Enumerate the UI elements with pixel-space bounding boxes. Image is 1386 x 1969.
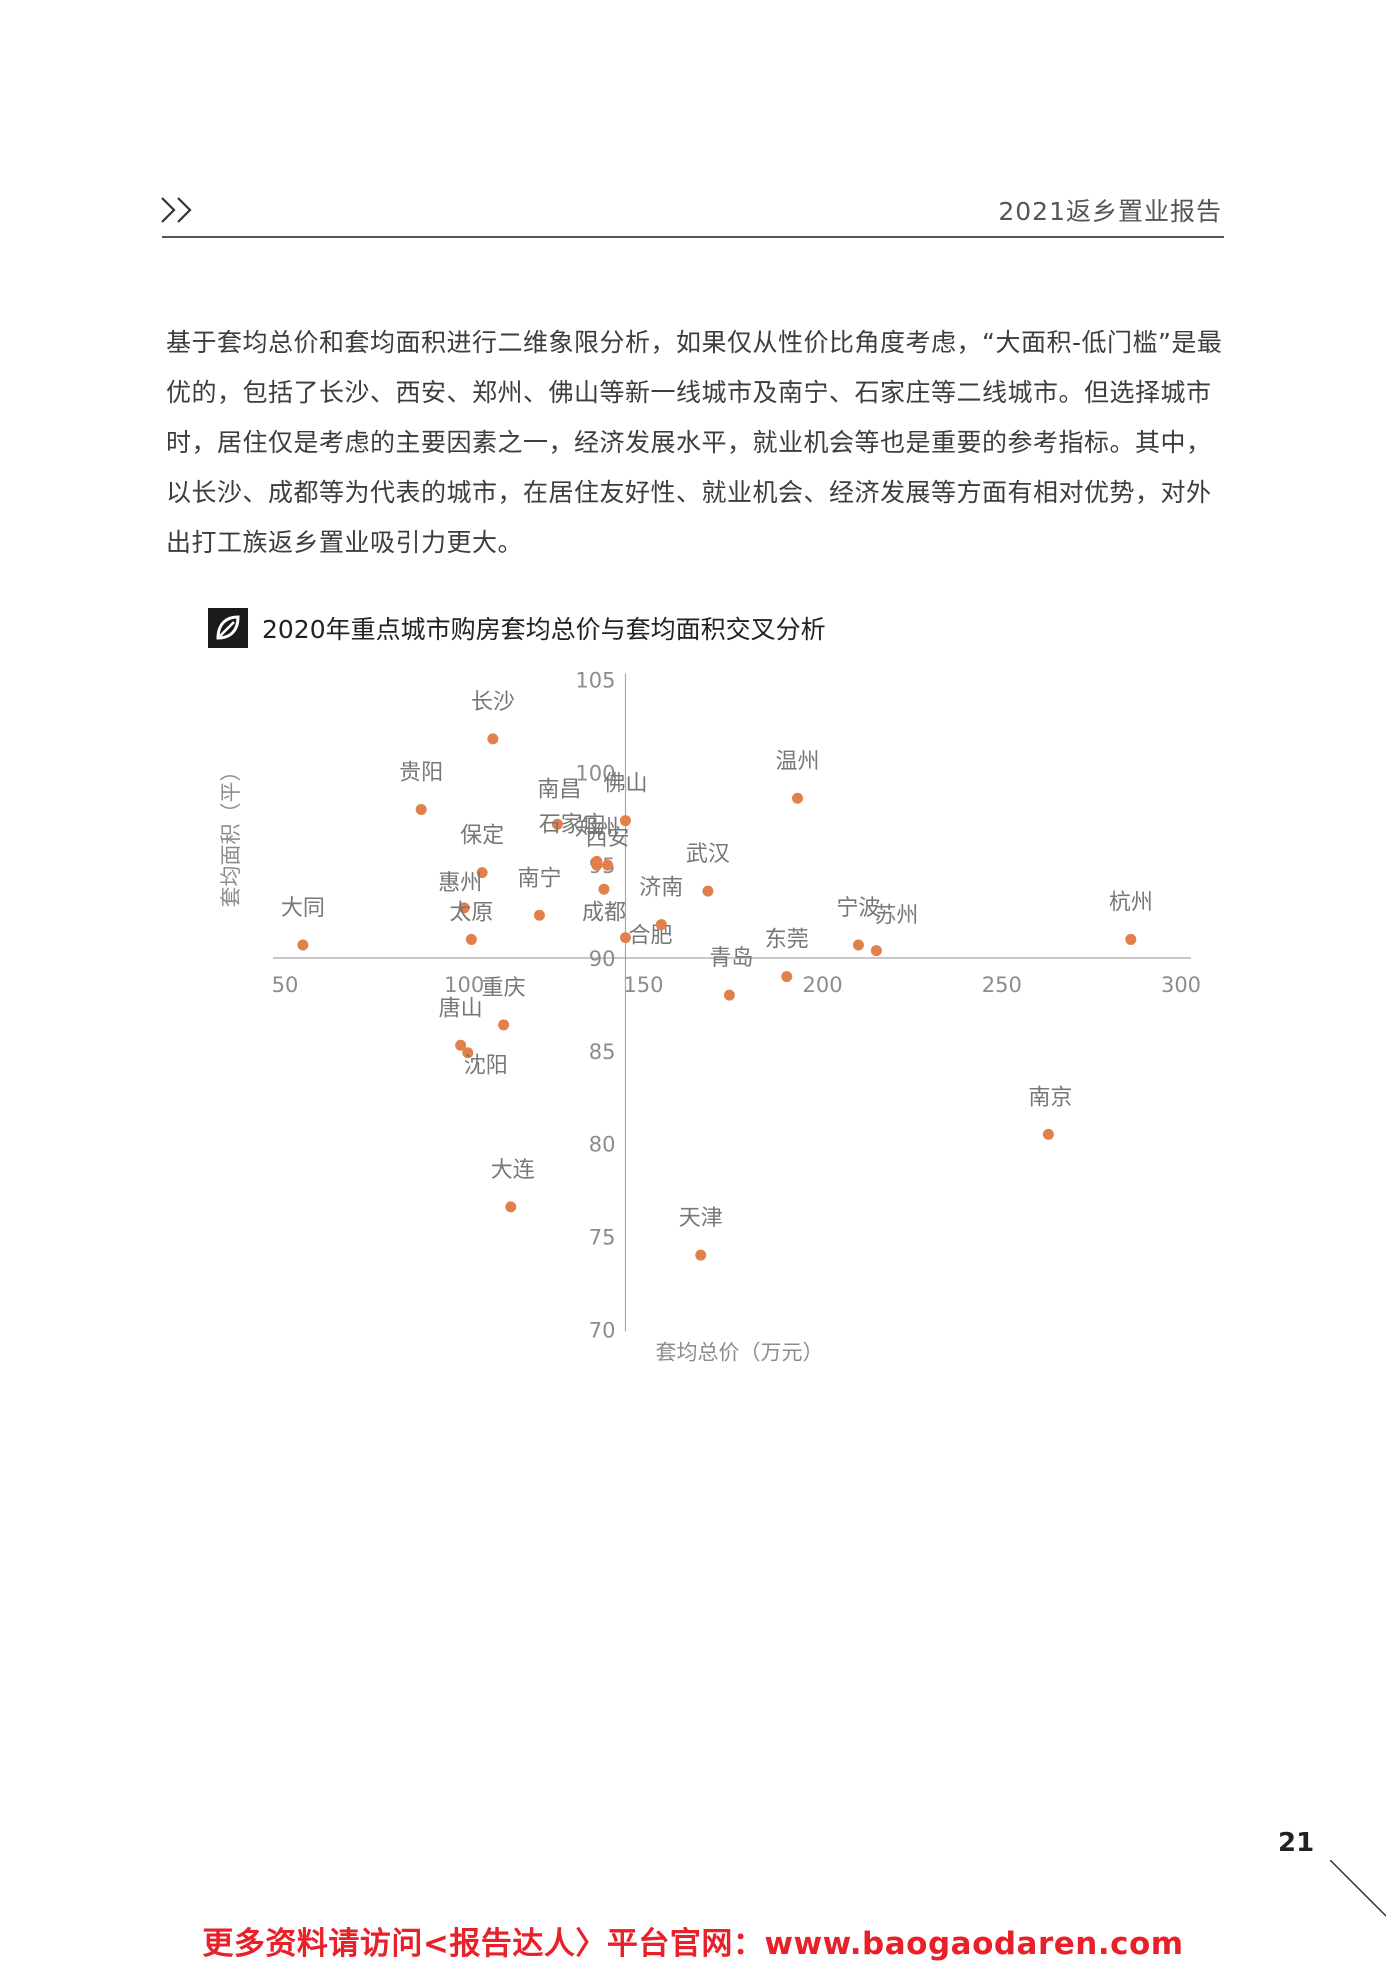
data-point	[297, 939, 309, 951]
data-label: 南昌	[537, 777, 581, 802]
data-point	[551, 818, 563, 830]
data-point	[723, 989, 735, 1001]
data-point	[476, 867, 488, 879]
data-label: 南京	[1028, 1085, 1072, 1110]
data-point	[619, 932, 631, 944]
y-tick-label: 90	[589, 947, 616, 971]
data-label: 太原	[449, 900, 493, 925]
chart-title: 2020年重点城市购房套均总价与套均面积交叉分析	[262, 615, 826, 644]
brand-logo-icon	[208, 608, 248, 648]
x-tick-label: 50	[272, 973, 299, 997]
data-point	[781, 971, 793, 983]
data-label: 大同	[281, 896, 325, 921]
data-label: 成都	[582, 900, 626, 925]
x-tick-label: 250	[982, 973, 1022, 997]
data-point	[487, 733, 499, 745]
x-tick-label: 150	[623, 973, 663, 997]
y-tick-label: 75	[589, 1226, 616, 1250]
data-point	[619, 815, 631, 827]
data-label: 唐山	[439, 996, 483, 1021]
data-label: 大连	[491, 1158, 535, 1183]
data-label: 长沙	[471, 690, 515, 715]
data-point	[533, 909, 545, 921]
x-axis-title: 套均总价（万元）	[655, 1340, 823, 1364]
y-tick-label: 100	[575, 761, 615, 785]
data-point	[415, 803, 427, 815]
data-label: 东莞	[765, 928, 809, 953]
data-point	[498, 1019, 510, 1031]
data-point	[591, 855, 603, 867]
data-point	[458, 902, 470, 914]
chart-heading: 2020年重点城市购房套均总价与套均面积交叉分析	[208, 608, 826, 648]
data-label: 沈阳	[464, 1054, 508, 1079]
data-label: 石家庄	[539, 812, 605, 837]
data-label: 武汉	[686, 842, 730, 867]
data-point	[598, 883, 610, 895]
y-axis-title: 套均面积（平）	[219, 761, 243, 908]
y-tick-label: 70	[589, 1318, 616, 1342]
data-label: 宁波	[836, 896, 880, 921]
data-point	[505, 1201, 517, 1213]
y-tick-label: 85	[589, 1040, 616, 1064]
y-tick-label: 80	[589, 1133, 616, 1157]
y-tick-label: 105	[575, 668, 615, 692]
corner-decoration	[1330, 1860, 1386, 1917]
data-point	[655, 919, 667, 931]
data-point	[702, 885, 714, 897]
data-point	[870, 945, 882, 957]
data-label: 郑州	[575, 816, 619, 841]
data-point	[1125, 933, 1137, 945]
data-label: 青岛	[709, 946, 753, 971]
footer-promo-link[interactable]: 更多资料请访问<报告达人〉平台官网：www.baogaodaren.com	[202, 1926, 1184, 1962]
data-label: 重庆	[482, 976, 526, 1001]
x-tick-label: 300	[1161, 973, 1201, 997]
data-label: 天津	[679, 1206, 723, 1231]
header-divider	[162, 236, 1224, 238]
data-point	[792, 792, 804, 804]
data-label: 西安	[586, 826, 630, 851]
report-title: 2021返乡置业报告	[998, 197, 1222, 226]
data-label: 杭州	[1109, 890, 1153, 915]
body-paragraph: 基于套均总价和套均面积进行二维象限分析，如果仅从性价比角度考虑，“大面积-低门槛…	[166, 328, 1223, 557]
data-label: 苏州	[874, 904, 918, 929]
data-label: 南宁	[517, 866, 561, 891]
data-point	[695, 1249, 707, 1261]
x-tick-label: 100	[444, 973, 484, 997]
data-point	[1042, 1128, 1054, 1140]
data-label: 贵阳	[399, 760, 443, 785]
data-label: 温州	[776, 749, 820, 774]
data-label: 惠州	[438, 871, 482, 896]
data-point	[852, 939, 864, 951]
data-label: 保定	[460, 824, 504, 849]
page-number: 21	[1278, 1828, 1315, 1858]
data-point	[455, 1039, 467, 1051]
data-point	[462, 1047, 474, 1059]
x-tick-label: 200	[803, 973, 843, 997]
data-point	[602, 859, 614, 871]
data-label: 济南	[639, 876, 683, 901]
data-point	[465, 933, 477, 945]
data-label: 佛山	[603, 772, 647, 797]
double-chevron-right-icon	[161, 197, 192, 223]
